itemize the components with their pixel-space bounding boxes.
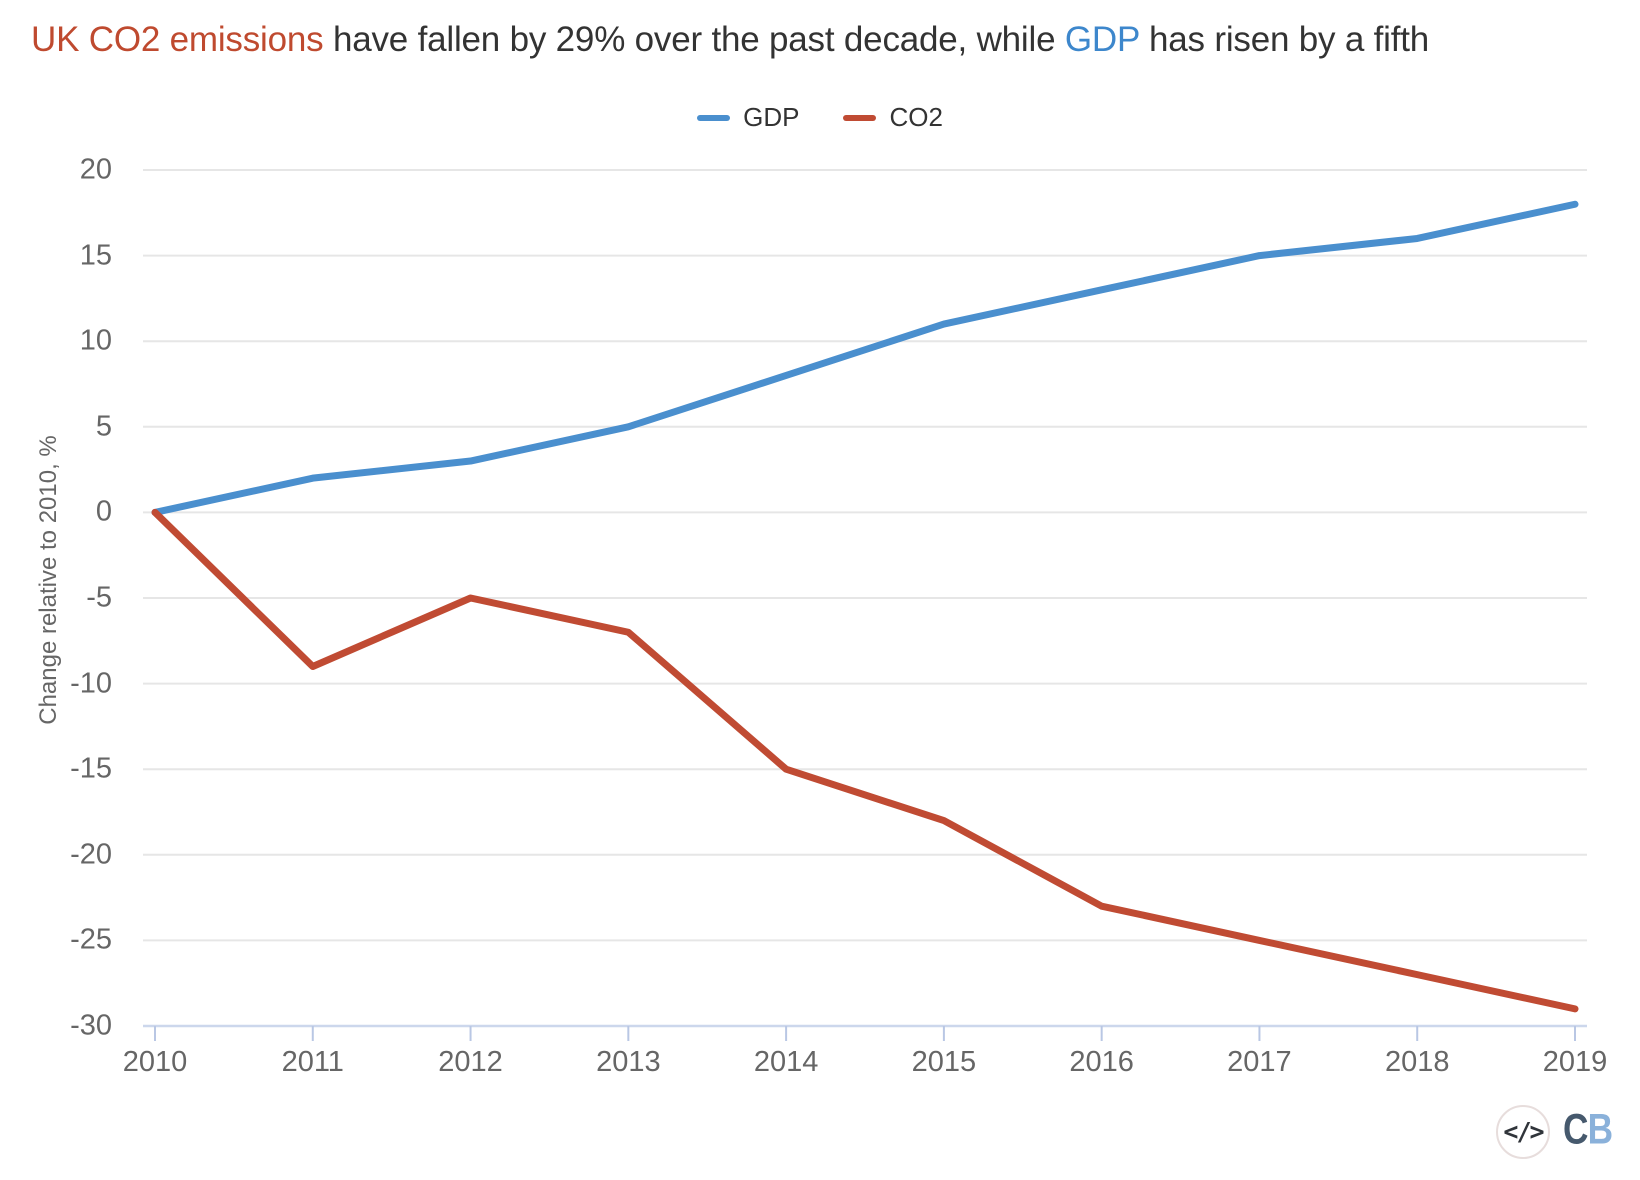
x-tick-label: 2014 (753, 1046, 819, 1078)
logo-letter-c: C (1563, 1105, 1588, 1154)
carbon-brief-logo: CB (1563, 1105, 1613, 1155)
y-tick-label: -15 (70, 752, 112, 785)
x-tick-label: 2017 (1227, 1046, 1292, 1078)
y-tick-label: -5 (86, 581, 112, 614)
co2-line (151, 508, 1579, 1013)
y-tick-label: 20 (79, 153, 112, 186)
gdp-line-swatch (697, 114, 731, 121)
legend-label-gdp: GDP (743, 102, 800, 132)
legend-item-gdp[interactable]: GDP (697, 102, 799, 133)
y-tick-label: 5 (95, 410, 112, 443)
y-tick-label: -10 (70, 667, 112, 700)
legend: GDP CO2 (0, 102, 1640, 133)
gdp-line (151, 200, 1579, 516)
x-tick-label: 2013 (596, 1046, 661, 1078)
chart-title: UK CO2 emissions have fallen by 29% over… (31, 16, 1611, 64)
x-tick-label: 2016 (1069, 1046, 1134, 1078)
x-tick-label: 2010 (122, 1046, 188, 1078)
co2-line-swatch (843, 114, 877, 121)
x-tick-label: 2012 (438, 1046, 503, 1078)
title-end-segment: has risen by a fifth (1139, 20, 1430, 59)
y-tick-label: 10 (79, 324, 112, 357)
y-tick-label: 0 (95, 495, 112, 528)
title-middle-segment: have fallen by 29% over the past decade,… (323, 20, 1065, 59)
x-tick-label: 2018 (1384, 1046, 1450, 1078)
y-tick-label: -20 (70, 838, 112, 871)
x-tick-label: 2015 (911, 1046, 977, 1078)
x-tick-label: 2019 (1542, 1046, 1608, 1078)
y-tick-label: -25 (70, 923, 112, 956)
y-tick-label: -30 (70, 1009, 112, 1042)
x-tick-label: 2011 (281, 1046, 344, 1078)
y-tick-label: 15 (79, 239, 112, 272)
legend-item-co2[interactable]: CO2 (843, 102, 943, 133)
embed-code-button[interactable]: </> (1496, 1105, 1550, 1159)
title-gdp-segment: GDP (1064, 20, 1140, 59)
logo-letter-b: B (1587, 1105, 1613, 1154)
code-icon: </> (1503, 1116, 1544, 1146)
legend-label-co2: CO2 (889, 102, 943, 132)
title-co2-segment: UK CO2 emissions (31, 20, 324, 59)
